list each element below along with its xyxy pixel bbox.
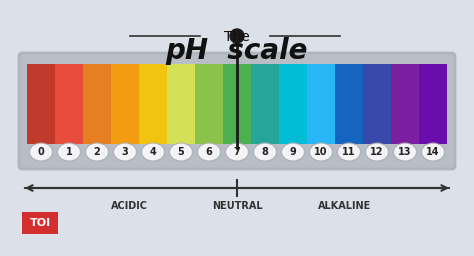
Bar bbox=[139, 64, 167, 144]
Text: 6: 6 bbox=[206, 147, 212, 157]
Ellipse shape bbox=[337, 143, 361, 161]
Ellipse shape bbox=[365, 143, 389, 161]
Text: 2: 2 bbox=[94, 147, 100, 157]
Text: ALKALINE: ALKALINE bbox=[318, 201, 371, 211]
Ellipse shape bbox=[57, 143, 81, 161]
Text: 13: 13 bbox=[398, 147, 412, 157]
Ellipse shape bbox=[198, 143, 220, 161]
Bar bbox=[195, 64, 223, 144]
Text: 8: 8 bbox=[262, 147, 268, 157]
Text: NEUTRAL: NEUTRAL bbox=[212, 201, 262, 211]
Bar bbox=[22, 212, 58, 234]
Bar bbox=[167, 64, 195, 144]
Text: 11: 11 bbox=[342, 147, 356, 157]
Bar bbox=[55, 64, 83, 144]
Text: 9: 9 bbox=[290, 147, 296, 157]
Text: 5: 5 bbox=[178, 147, 184, 157]
Text: pH  scale: pH scale bbox=[166, 37, 308, 65]
FancyBboxPatch shape bbox=[19, 53, 455, 169]
Text: TOI: TOI bbox=[29, 218, 51, 228]
Circle shape bbox=[230, 29, 244, 43]
Bar bbox=[223, 64, 251, 144]
Bar bbox=[391, 64, 419, 144]
Text: 0: 0 bbox=[37, 147, 45, 157]
Ellipse shape bbox=[226, 143, 248, 161]
Text: 14: 14 bbox=[426, 147, 440, 157]
Bar bbox=[111, 64, 139, 144]
Text: 10: 10 bbox=[314, 147, 328, 157]
Bar bbox=[307, 64, 335, 144]
Bar bbox=[279, 64, 307, 144]
Bar bbox=[335, 64, 363, 144]
Bar bbox=[251, 64, 279, 144]
Text: ACIDIC: ACIDIC bbox=[111, 201, 148, 211]
Text: The: The bbox=[224, 30, 250, 44]
Text: 12: 12 bbox=[370, 147, 384, 157]
Text: 4: 4 bbox=[150, 147, 156, 157]
Bar bbox=[83, 64, 111, 144]
Text: 7: 7 bbox=[234, 147, 240, 157]
Bar bbox=[363, 64, 391, 144]
Ellipse shape bbox=[282, 143, 304, 161]
Ellipse shape bbox=[421, 143, 445, 161]
Ellipse shape bbox=[393, 143, 417, 161]
Ellipse shape bbox=[113, 143, 137, 161]
Ellipse shape bbox=[310, 143, 332, 161]
Ellipse shape bbox=[170, 143, 192, 161]
Text: 3: 3 bbox=[122, 147, 128, 157]
Ellipse shape bbox=[142, 143, 164, 161]
Ellipse shape bbox=[254, 143, 276, 161]
Text: 1: 1 bbox=[65, 147, 73, 157]
Ellipse shape bbox=[85, 143, 109, 161]
Ellipse shape bbox=[29, 143, 53, 161]
Bar bbox=[419, 64, 447, 144]
Bar bbox=[27, 64, 55, 144]
